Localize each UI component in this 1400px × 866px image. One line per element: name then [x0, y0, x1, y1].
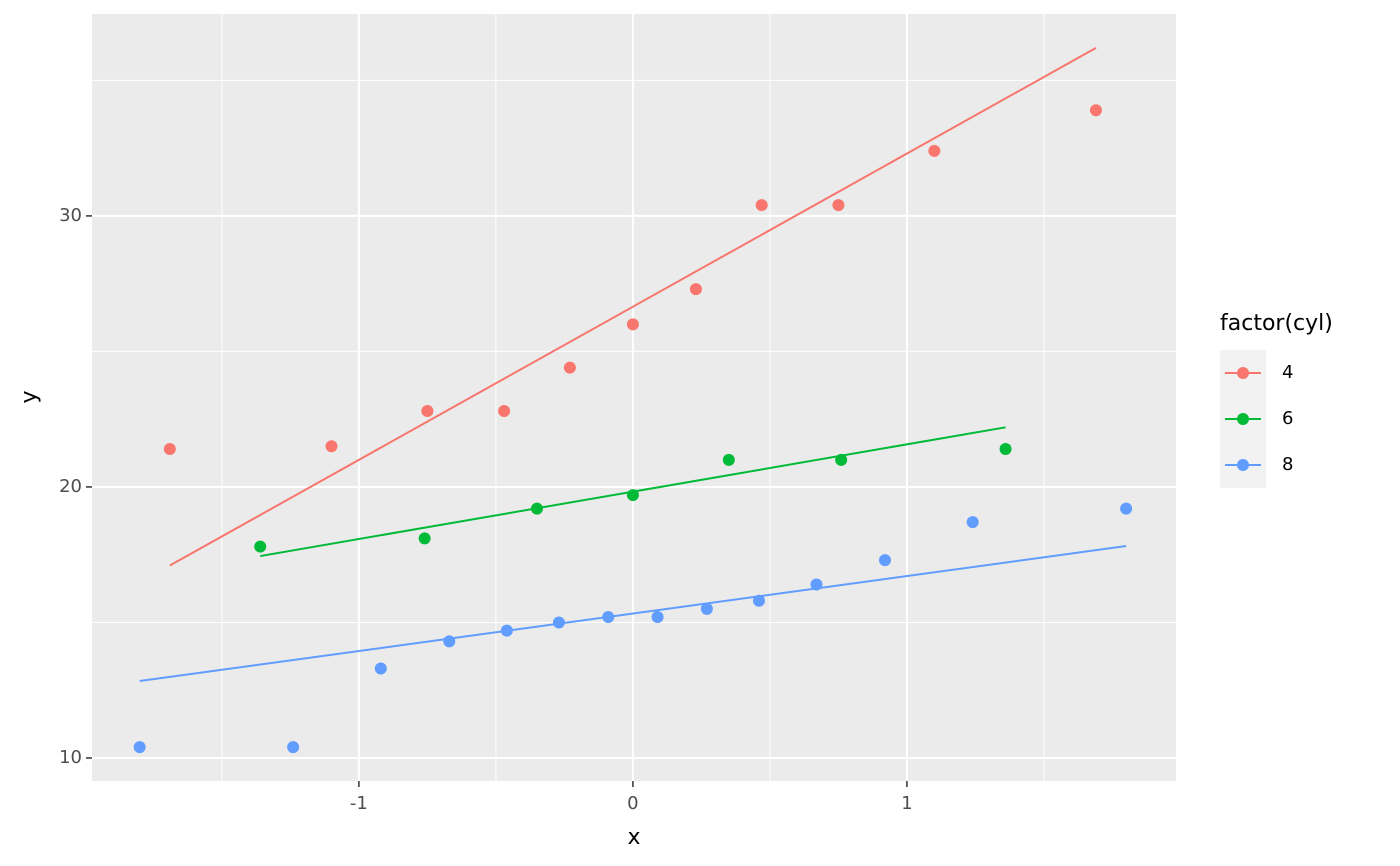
panel	[92, 14, 1176, 781]
x-tick-label: 1	[901, 793, 912, 814]
point	[832, 199, 845, 212]
legend: factor(cyl) 4 6 8	[1220, 311, 1333, 488]
point	[133, 741, 146, 754]
point	[835, 453, 848, 466]
point	[530, 502, 543, 515]
y-axis-title: y	[17, 390, 42, 403]
point	[254, 540, 267, 553]
point	[966, 516, 979, 529]
point	[700, 602, 713, 615]
legend-key-point	[1237, 367, 1249, 379]
legend-key-point	[1237, 459, 1249, 471]
point	[626, 318, 639, 331]
x-tick-label: -1	[350, 793, 368, 814]
point	[689, 283, 702, 296]
grid	[92, 14, 1176, 781]
y-tick-label: 10	[59, 747, 82, 768]
point	[810, 578, 823, 591]
point	[928, 144, 941, 157]
point	[626, 489, 639, 502]
point	[418, 532, 431, 545]
x-tick-label: 0	[627, 793, 638, 814]
legend-key-point	[1237, 413, 1249, 425]
point	[163, 442, 176, 455]
legend-label: 6	[1282, 408, 1293, 429]
point	[602, 611, 615, 624]
trend-line	[169, 47, 1097, 567]
trend-line	[139, 545, 1127, 682]
point	[421, 405, 434, 418]
point	[999, 442, 1012, 455]
axes: -1 0 1 10 20 30	[59, 205, 913, 814]
point	[722, 453, 735, 466]
y-tick-label: 20	[59, 476, 82, 497]
legend-title: factor(cyl)	[1220, 311, 1333, 336]
point	[1120, 502, 1133, 515]
point	[878, 554, 891, 567]
point	[563, 361, 576, 374]
legend-label: 4	[1282, 362, 1293, 383]
point	[374, 662, 387, 675]
x-axis-title: x	[627, 825, 640, 850]
point	[498, 405, 511, 418]
point	[651, 611, 664, 624]
point	[287, 741, 300, 754]
legend-label: 8	[1282, 454, 1293, 475]
point	[500, 624, 513, 637]
marks	[133, 47, 1133, 754]
point	[1089, 104, 1102, 117]
point	[325, 440, 338, 453]
point	[752, 594, 765, 607]
y-tick-label: 30	[59, 205, 82, 226]
point	[552, 616, 565, 629]
point	[755, 199, 768, 212]
point	[443, 635, 456, 648]
